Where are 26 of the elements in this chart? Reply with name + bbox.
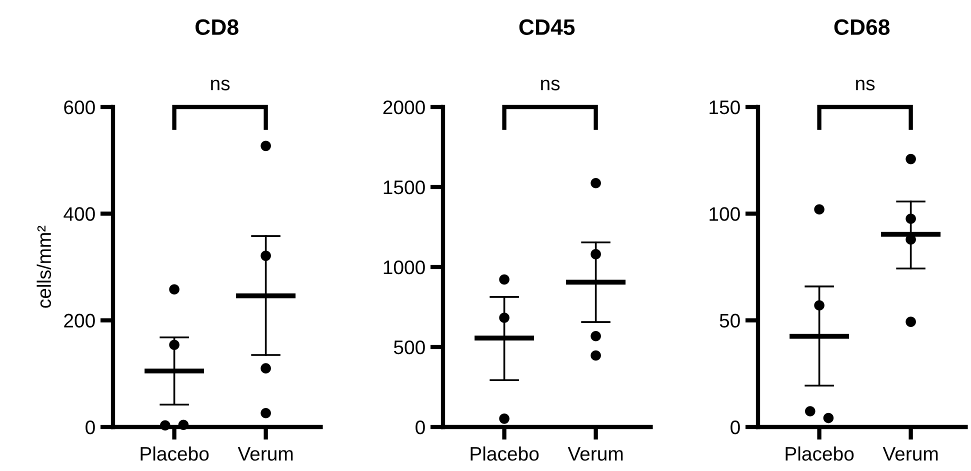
y-tick-label: 2000 <box>383 100 425 114</box>
y-tick-label: 150 <box>710 100 740 114</box>
chart-title: CD68 <box>834 19 890 35</box>
x-tick-label: Placebo <box>470 446 539 461</box>
y-tick-label: 500 <box>394 340 425 354</box>
x-tick-label: Verum <box>882 447 938 461</box>
y-tick-label: 1500 <box>384 180 425 194</box>
text: ns <box>211 80 230 90</box>
y-tick-label: 400 <box>64 207 95 221</box>
x-tick-label: Verum <box>568 447 623 461</box>
y-tick-label: 0 <box>730 420 740 434</box>
y-tick-label: 50 <box>720 314 740 328</box>
chart-title: CD8 <box>196 19 238 35</box>
y-tick-label: 0 <box>86 420 95 434</box>
x-tick-label: Placebo <box>786 446 854 461</box>
y-tick-label: 0 <box>416 420 425 434</box>
y-tick-label: 200 <box>64 314 95 328</box>
y-tick-label: 1000 <box>384 260 425 274</box>
text: ns <box>856 80 875 90</box>
y-axis-title: cells/mm² <box>36 226 52 308</box>
y-tick-label: 600 <box>64 100 95 114</box>
y-tick-label: 100 <box>710 207 740 221</box>
chart-title: CD45 <box>519 19 575 35</box>
x-tick-label: Verum <box>238 447 293 461</box>
x-tick-label: Placebo <box>140 446 209 461</box>
text: ns <box>541 80 560 90</box>
